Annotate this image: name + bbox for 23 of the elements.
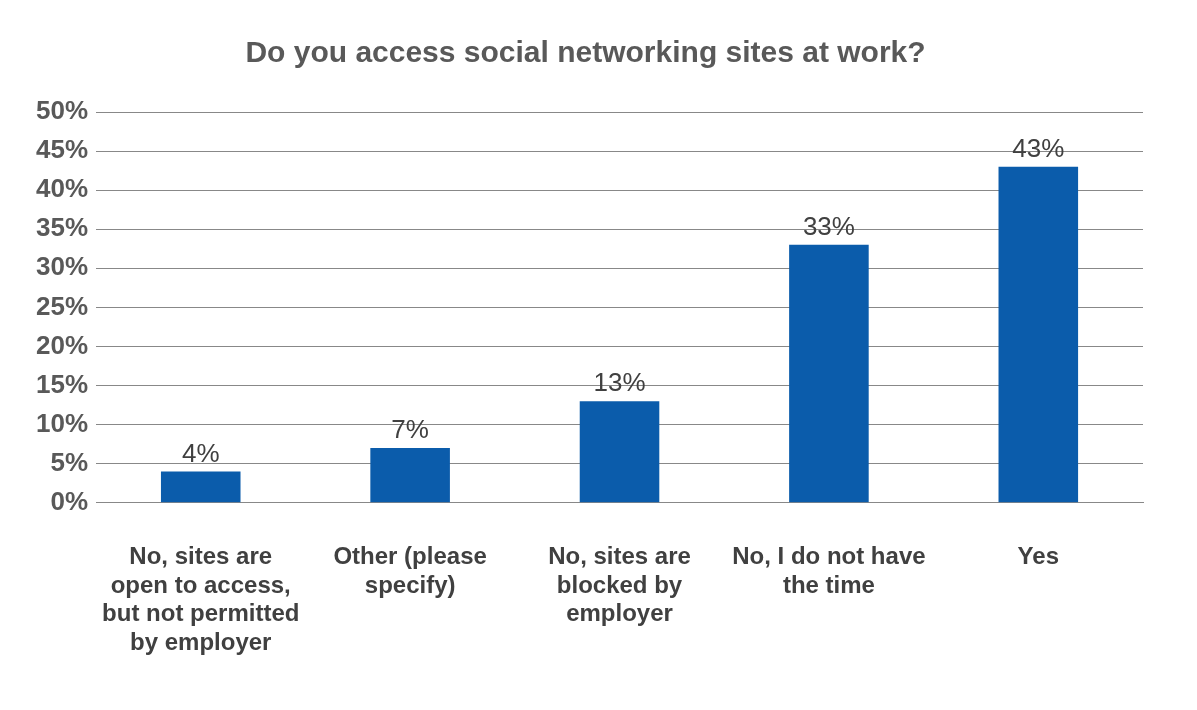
y-tick-label: 5%	[50, 446, 89, 477]
y-tick-label: 15%	[35, 368, 89, 399]
y-tick-label: 25%	[35, 290, 89, 321]
bar	[789, 244, 869, 503]
y-tick-label: 35%	[35, 212, 89, 243]
x-tick-label: No, I do not have the time	[732, 541, 926, 598]
x-tick-label: No, sites are open to access, but not permitted by employer	[102, 541, 300, 656]
bar	[579, 401, 660, 503]
x-tick-label: No, sites are blocked by employer	[548, 541, 691, 627]
chart-title: Do you access social networking sites at work?	[245, 35, 926, 69]
bar	[998, 166, 1079, 503]
x-tick-label: Yes	[1017, 541, 1059, 569]
y-tick-label: 20%	[35, 329, 89, 360]
y-tick-label: 30%	[35, 251, 89, 282]
y-tick-label: 10%	[35, 407, 89, 438]
bar	[160, 471, 241, 503]
x-tick-label: Other (please specify)	[333, 541, 487, 598]
y-tick-label: 50%	[35, 95, 89, 126]
y-tick-label: 45%	[35, 134, 89, 165]
data-label: 4%	[181, 437, 220, 468]
bar	[370, 448, 450, 503]
y-tick-label: 40%	[35, 173, 89, 204]
y-tick-label: 0%	[50, 485, 89, 516]
